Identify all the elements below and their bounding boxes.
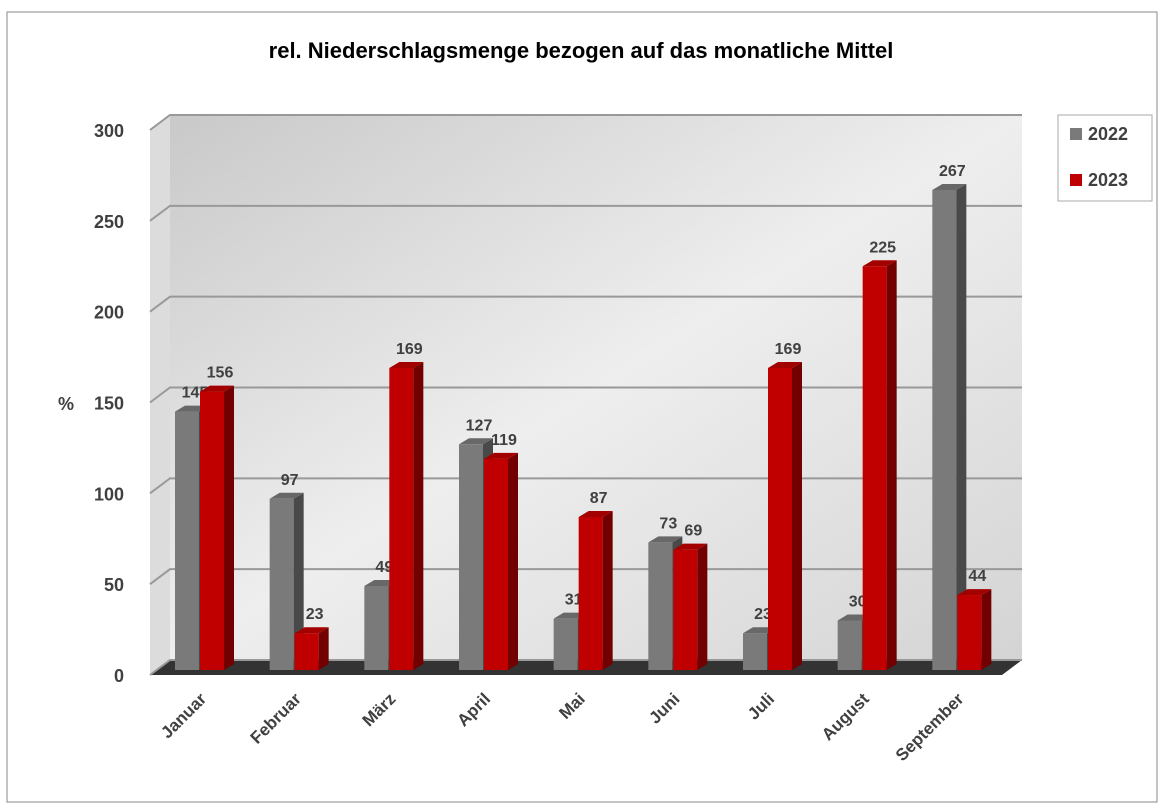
bar-side (224, 385, 234, 670)
y-tick-label: 250 (94, 212, 124, 232)
y-tick-label: 150 (94, 394, 124, 414)
bar-top (957, 589, 992, 596)
data-label: 23 (306, 606, 324, 623)
y-tick-label: 200 (94, 303, 124, 323)
bar (957, 589, 992, 670)
data-label: 44 (968, 568, 986, 585)
data-label: 49 (375, 559, 393, 576)
bar-front (269, 498, 294, 670)
y-tick-label: 50 (104, 575, 124, 595)
grid-line (149, 295, 1022, 313)
bar-side (293, 492, 304, 670)
y-axis-label: % (58, 394, 74, 414)
grid-line (149, 204, 1022, 222)
bar-front (957, 595, 982, 670)
legend-swatch (1070, 174, 1082, 186)
bar (200, 385, 234, 670)
data-label: 267 (939, 163, 966, 180)
data-label: 30 (849, 594, 867, 611)
bar-side (956, 183, 967, 670)
bar-top (389, 361, 424, 368)
bar-side (413, 361, 424, 670)
bar (862, 260, 897, 670)
data-label: 69 (684, 523, 702, 540)
bar-top (200, 385, 234, 392)
bar-side (508, 452, 518, 670)
bar (294, 627, 329, 670)
bar-side (792, 361, 802, 670)
grid-line (149, 659, 1022, 676)
bar-top (932, 183, 967, 190)
bar-top (578, 510, 613, 517)
data-label: 31 (565, 592, 583, 609)
bar-top (673, 543, 708, 550)
bar-top (459, 438, 493, 445)
bar (389, 361, 424, 670)
data-label: 87 (590, 490, 608, 507)
bar-front (837, 620, 862, 670)
bar-front (484, 458, 508, 670)
grid-line (149, 477, 1022, 495)
data-label: 156 (207, 365, 234, 382)
bar-front (743, 633, 767, 670)
bar (673, 543, 708, 670)
bar (768, 361, 802, 670)
data-label: 73 (659, 515, 677, 532)
bar (932, 183, 967, 670)
bar-front (578, 516, 603, 670)
chart-title: rel. Niederschlagsmenge bezogen auf das … (269, 38, 894, 63)
bar-front (673, 549, 698, 670)
bar-front (200, 391, 224, 670)
data-label: 169 (396, 341, 423, 358)
bar-front (862, 266, 887, 670)
grid-line (149, 568, 1022, 585)
bar-top (484, 452, 518, 459)
grid-line (149, 386, 1022, 404)
bar-front (459, 444, 483, 670)
grid-line (149, 114, 1022, 131)
bar-front (932, 189, 957, 670)
legend (1057, 114, 1153, 202)
bar-side (602, 510, 613, 670)
data-label: 225 (869, 239, 896, 256)
bar (269, 492, 304, 670)
bar-top (269, 492, 304, 499)
data-label: 23 (754, 606, 772, 623)
y-tick-label: 100 (94, 484, 124, 504)
bar-side (318, 627, 329, 670)
data-label: 169 (775, 341, 802, 358)
bar-front (648, 542, 673, 670)
bar-top (294, 627, 329, 634)
bar (578, 510, 613, 670)
bar-front (553, 618, 578, 670)
data-label: 97 (281, 472, 299, 489)
legend-label: 2023 (1088, 170, 1128, 190)
data-label: 127 (466, 417, 493, 434)
bar-side (981, 589, 992, 670)
bar-front (768, 367, 792, 670)
bar-front (389, 367, 414, 670)
bar (484, 452, 518, 670)
bar-side (886, 260, 897, 670)
bar-front (294, 633, 319, 670)
y-tick-label: 300 (94, 121, 124, 141)
bar-side (697, 543, 708, 670)
bar-top (768, 361, 802, 368)
bar-front (175, 411, 199, 670)
legend-swatch (1070, 128, 1082, 140)
bar-top (862, 260, 897, 267)
y-tick-label: 0 (114, 666, 124, 686)
bar-top (648, 536, 683, 543)
bar-front (364, 585, 389, 670)
data-label: 119 (491, 432, 517, 449)
legend-label: 2022 (1088, 124, 1128, 144)
